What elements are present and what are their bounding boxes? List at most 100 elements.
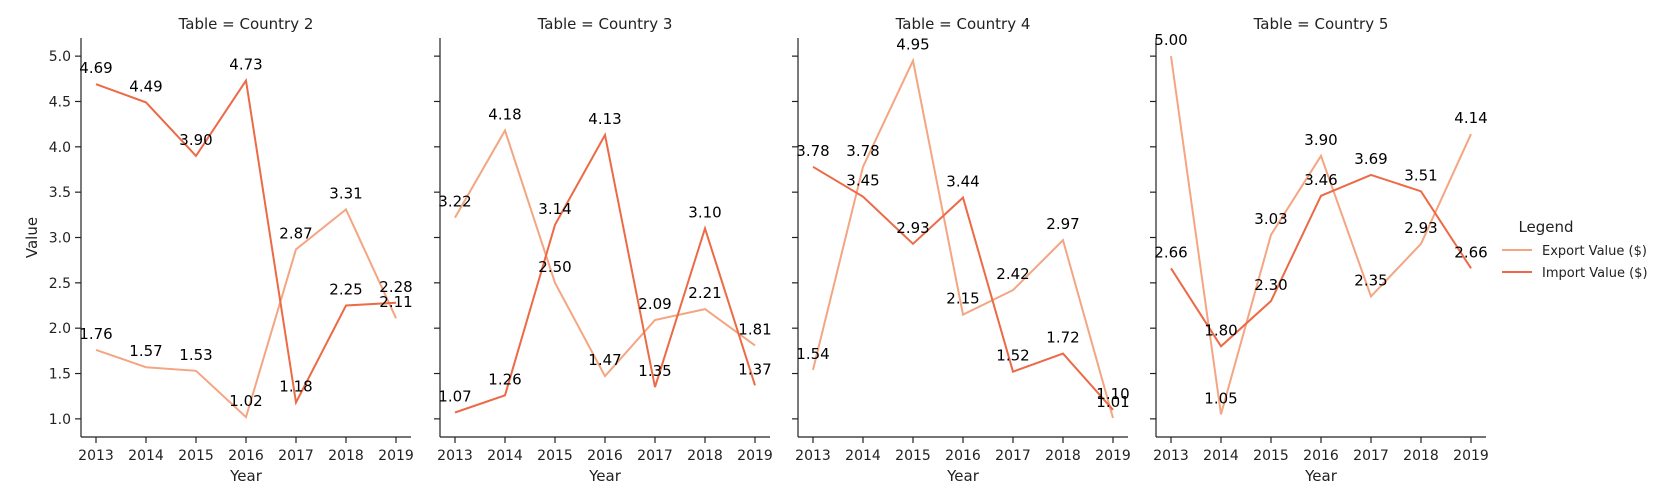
- data-label-export: 2.42: [996, 265, 1029, 283]
- x-tick-label: 2017: [637, 448, 673, 464]
- data-label-export: 1.47: [588, 351, 621, 369]
- data-label-import: 3.45: [846, 172, 879, 190]
- series-line-import: [812, 165, 1114, 411]
- data-label-export: 5.00: [1154, 31, 1187, 49]
- data-label-import: 1.10: [1096, 385, 1129, 403]
- series-line-import: [454, 132, 756, 414]
- data-label-export: 3.90: [1304, 131, 1337, 149]
- y-tick-label: 5.0: [49, 49, 71, 65]
- data-label-export: 1.76: [79, 325, 112, 343]
- data-label-export: 2.50: [538, 258, 571, 276]
- series-line-export: [1170, 55, 1472, 415]
- data-label-import: 2.25: [329, 281, 362, 299]
- data-label-export: 1.54: [796, 345, 829, 363]
- data-label-import: 2.30: [1254, 276, 1287, 294]
- y-tick-label: 1.5: [49, 367, 71, 383]
- x-tick-label: 2014: [128, 448, 164, 464]
- data-label-export: 4.95: [896, 36, 929, 54]
- x-tick-label: 2019: [737, 448, 773, 464]
- series-line-export: [95, 207, 397, 419]
- panel-title: Table = Country 4: [895, 15, 1031, 33]
- data-label-import: 2.66: [1154, 243, 1187, 261]
- data-label-import: 3.78: [796, 142, 829, 160]
- x-tick-label: 2018: [328, 448, 364, 464]
- y-axis-label: Value: [23, 217, 41, 258]
- data-label-export: 3.78: [846, 142, 879, 160]
- x-tick-label: 2017: [1353, 448, 1389, 464]
- data-label-import: 1.35: [638, 362, 671, 380]
- panel-2: Table = Country 3 2013 2014 2015 2016 2017 201…: [434, 15, 773, 485]
- data-label-import: 3.44: [946, 173, 979, 191]
- legend: Legend Export Value ($) Import Value ($): [1502, 218, 1648, 281]
- data-label-import: 4.13: [588, 110, 621, 128]
- x-tick-label: 2014: [1203, 448, 1239, 464]
- data-label-export: 2.11: [379, 293, 412, 311]
- x-tick-label: 2019: [1095, 448, 1131, 464]
- data-label-export: 1.57: [129, 342, 162, 360]
- x-tick-label: 2013: [795, 448, 831, 464]
- data-label-export: 2.35: [1354, 271, 1387, 289]
- x-tick-label: 2018: [1045, 448, 1081, 464]
- y-tick-label: 2.5: [49, 276, 71, 292]
- x-axis-label: Year: [588, 467, 622, 485]
- legend-label-export: Export Value ($): [1542, 244, 1647, 259]
- y-tick-label: 3.0: [49, 231, 71, 247]
- panel-3: Table = Country 4 2013 2014 2015 2016 2017 201…: [792, 15, 1131, 485]
- panel-title: Table = Country 3: [537, 15, 673, 33]
- data-label-import: 1.80: [1204, 321, 1237, 339]
- x-tick-label: 2015: [895, 448, 931, 464]
- data-label-export: 3.03: [1254, 210, 1287, 228]
- data-label-import: 1.72: [1046, 329, 1079, 347]
- data-label-import: 1.26: [488, 370, 521, 388]
- legend-label-import: Import Value ($): [1542, 266, 1648, 281]
- data-label-export: 2.21: [688, 284, 721, 302]
- x-tick-label: 2018: [687, 448, 723, 464]
- data-label-import: 3.46: [1304, 171, 1337, 189]
- data-label-export: 1.02: [229, 392, 262, 410]
- x-axis-label: Year: [946, 467, 980, 485]
- x-tick-label: 2015: [1253, 448, 1289, 464]
- data-label-export: 2.15: [946, 290, 979, 308]
- data-label-import: 2.66: [1454, 243, 1487, 261]
- panel-title: Table = Country 5: [1253, 15, 1389, 33]
- data-label-export: 3.22: [438, 193, 471, 211]
- data-label-export: 1.05: [1204, 389, 1237, 407]
- data-label-export: 2.97: [1046, 215, 1079, 233]
- x-tick-label: 2017: [278, 448, 314, 464]
- x-tick-label: 2016: [1303, 448, 1339, 464]
- x-tick-label: 2016: [945, 448, 981, 464]
- data-label-export: 1.01: [1096, 393, 1129, 411]
- x-tick-label: 2014: [487, 448, 523, 464]
- series-line-import: [1170, 173, 1472, 348]
- y-tick-label: 3.5: [49, 185, 71, 201]
- x-tick-label: 2013: [78, 448, 114, 464]
- data-label-export: 1.53: [179, 346, 212, 364]
- data-label-import: 2.28: [379, 278, 412, 296]
- legend-title: Legend: [1518, 218, 1573, 236]
- y-tick-label: 2.0: [49, 321, 71, 337]
- series-line-export: [812, 57, 1114, 419]
- data-label-import: 4.73: [229, 56, 262, 74]
- data-label-import: 3.69: [1354, 150, 1387, 168]
- x-tick-label: 2015: [537, 448, 573, 464]
- y-tick-label: 1.0: [49, 412, 71, 428]
- data-label-export: 1.81: [738, 320, 771, 338]
- x-tick-label: 2013: [437, 448, 473, 464]
- x-tick-label: 2019: [378, 448, 414, 464]
- series-line-import: [95, 77, 397, 406]
- x-tick-label: 2016: [587, 448, 623, 464]
- data-label-import: 1.18: [279, 378, 312, 396]
- data-label-import: 1.37: [738, 360, 771, 378]
- x-tick-label: 2018: [1403, 448, 1439, 464]
- series-line-export: [454, 128, 756, 378]
- x-tick-label: 2016: [228, 448, 264, 464]
- data-label-import: 1.52: [996, 347, 1029, 365]
- data-label-import: 3.51: [1404, 166, 1437, 184]
- x-tick-label: 2015: [178, 448, 214, 464]
- x-tick-label: 2013: [1153, 448, 1189, 464]
- data-label-export: 4.14: [1454, 109, 1487, 127]
- x-axis-label: Year: [229, 467, 263, 485]
- data-label-import: 4.69: [79, 59, 112, 77]
- data-label-import: 3.14: [538, 200, 571, 218]
